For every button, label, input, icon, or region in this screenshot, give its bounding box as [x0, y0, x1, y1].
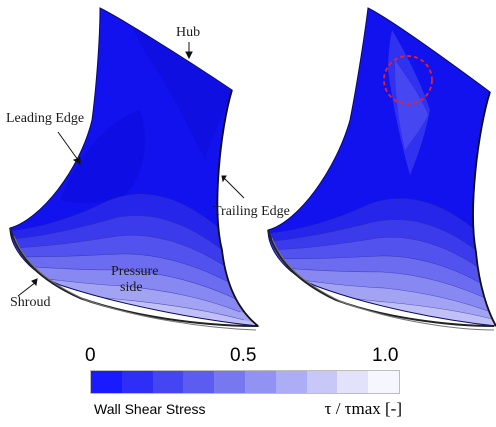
colorbar-segment [244, 371, 276, 393]
highlight-circle [383, 55, 433, 105]
annotation-arrows [17, 42, 245, 297]
label-trailing-edge: Trailing Edge [213, 204, 290, 219]
blade-figure: Hub Leading Edge Trailing Edge Pressure … [6, 7, 496, 331]
colorbar-legend: 0 0.5 1.0 Wall Shear Stress τ / τmax [-] [0, 340, 496, 427]
colorbar-segment [368, 371, 399, 393]
colorbar-segment [337, 371, 369, 393]
colorbar-segment [275, 371, 307, 393]
label-hub: Hub [176, 25, 201, 40]
colorbar-unit-label: τ / τmax [-] [324, 399, 402, 418]
blade-contour-plots [9, 7, 496, 331]
colorbar-segment [121, 371, 153, 393]
colorbar-segment [91, 371, 122, 393]
colorbar-segment [183, 371, 215, 393]
label-leading-edge: Leading Edge [6, 111, 85, 126]
colorbar [90, 370, 400, 394]
label-shroud: Shroud [10, 295, 51, 310]
colorbar-tick-max: 1.0 [372, 345, 399, 366]
colorbar-segment [152, 371, 184, 393]
colorbar-tick-min: 0 [85, 345, 96, 366]
colorbar-title: Wall Shear Stress [94, 401, 206, 417]
label-pressure-side-line1: Pressure [111, 264, 159, 279]
label-pressure-side-line2: side [120, 280, 143, 295]
colorbar-tick-mid: 0.5 [230, 345, 257, 366]
colorbar-segment [306, 371, 338, 393]
right-blade [267, 7, 496, 331]
colorbar-segment [214, 371, 245, 393]
